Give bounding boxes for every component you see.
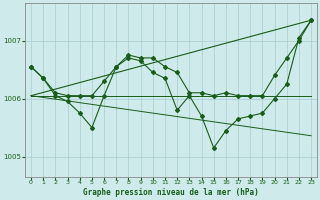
X-axis label: Graphe pression niveau de la mer (hPa): Graphe pression niveau de la mer (hPa) xyxy=(83,188,259,197)
